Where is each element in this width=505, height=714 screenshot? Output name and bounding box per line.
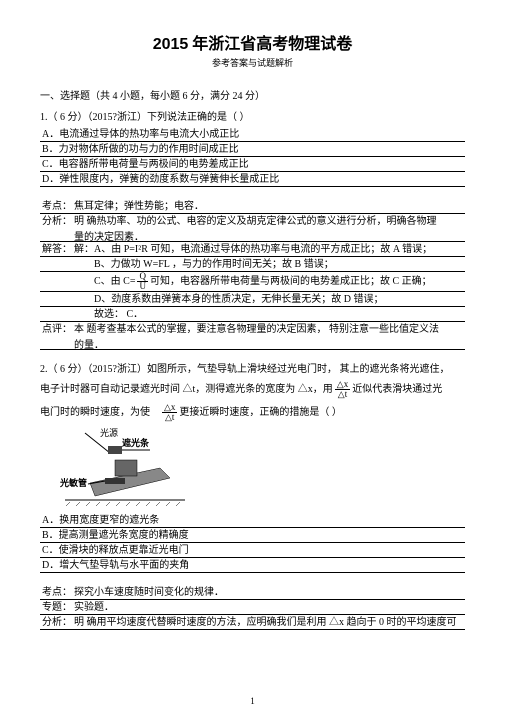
kaodian-label: 考点： [42,200,74,214]
q1-jieda-l1: 解：A、由 P=I²R 可知，电流通过导体的热功率与电流的平方成正比；故 A 错… [74,244,432,255]
dianping-label: 点评： [42,322,74,338]
title-rest: 年浙江省高考物理试卷 [188,36,352,53]
q2-header-line3: 电门时的瞬时速度，为使 △x△t更接近瞬时速度，正确的措施是（ ） [40,403,465,422]
kaodian-label-2: 考点： [42,586,74,600]
q2-kaodian-row: 考点：探究小车速度随时间变化的规律． [40,586,465,600]
q1-jieda-row2: B、力做功 W=FL ，与力的作用时间无关；故 B 错误； [40,258,465,272]
title-year: 2015 [153,36,189,53]
q2-fenxi-text: 明 确用平均速度代替瞬时速度的方法，应明确我们是利用 △x 趋向于 0 时的平均… [74,617,457,628]
q2-fenxi-row: 分析：明 确用平均速度代替瞬时速度的方法，应明确我们是利用 △x 趋向于 0 时… [40,616,465,630]
q2-kaodian-text: 探究小车速度随时间变化的规律． [74,587,224,598]
fraction-dx-dt-2: △x△t [162,403,177,422]
q1-header: 1.（ 6 分）（2015?浙江）下列说法正确的是（ ） [40,110,465,126]
q1-fenxi-row: 分析：明 确热功率、功的公式、电容的定义及胡克定律公式的意义进行分析，明确各物理… [40,214,465,242]
section-header: 一、选择题（共 4 小题，每小题 6 分，满分 24 分） [40,87,465,102]
svg-text:遮光条: 遮光条 [122,437,150,448]
svg-text:光源: 光源 [100,428,118,438]
q2-header-line1: 2.（ 6 分）（2015?浙江）如图所示，气垫导轨上滑块经过光电门时， 其上的… [40,362,465,378]
page-title: 2015 年浙江省高考物理试卷 [40,30,465,54]
apparatus-figure: 光源 遮光条 光敏管 [60,428,190,508]
q1-jieda-row1: 解答：解：A、由 P=I²R 可知，电流通过导体的热功率与电流的平方成正比；故 … [40,243,465,257]
q1-jieda-row4: D、劲度系数由弹簧本身的性质决定，无伸长量无关；故 D 错误； [40,293,465,307]
fenxi-label: 分析： [42,214,74,230]
q1-jieda-l3b: 可知，电容器所带电荷量与两极间的电势差成正比；故 C 正确； [150,276,432,287]
q1-fenxi-text: 明 确热功率、功的公式、电容的定义及胡克定律公式的意义进行分析，明确各物理量的决… [74,214,444,246]
q1-option-d: D．弹性限度内，弹簧的劲度系数与弹簧伸长量成正比 [40,173,465,187]
fraction-qu: QU [137,272,148,291]
q2-option-c: C．使滑块的释放点更靠近光电门 [40,544,465,558]
q2-zhuanti-row: 专题：实验题． [40,601,465,615]
q1-option-c: C．电容器所带电荷量与两极间的电势差成正比 [40,158,465,172]
q1-dianping-row: 点评：本 题考查基本公式的掌握，要注意各物理量的决定因素， 特别注意一些比值定义… [40,322,465,350]
q1-option-b: B．力对物体所做的功与力的作用时间成正比 [40,143,465,157]
jieda-label: 解答： [42,243,74,257]
q2-option-d: D．增大气垫导轨与水平面的夹角 [40,559,465,573]
q1-jieda-row5: 故选： C． [40,308,465,322]
q1-dianping-text: 本 题考查基本公式的掌握，要注意各物理量的决定因素， 特别注意一些比值定义法的量… [74,322,444,354]
page-number: 1 [0,696,505,706]
svg-text:光敏管: 光敏管 [60,477,87,488]
q1-kaodian-row: 考点：焦耳定律；弹性势能；电容． [40,200,465,214]
q2-header-line2: 电子计时器可自动记录遮光时间 △t，测得遮光条的宽度为 △x，用△x△t近似代表… [40,380,465,399]
fenxi-label-2: 分析： [42,616,74,630]
q1-jieda-row3: C、由 C=QU可知，电容器所带电荷量与两极间的电势差成正比；故 C 正确； [40,272,465,292]
fraction-dx-dt-1: △x△t [335,380,350,399]
q1-option-a: A．电流通过导体的热功率与电流大小成正比 [40,128,465,142]
q2-zhuanti-text: 实验题． [74,602,114,613]
q2-option-a: A．换用宽度更窄的遮光条 [40,514,465,528]
subtitle: 参考答案与试题解析 [40,56,465,69]
zhuanti-label: 专题： [42,601,74,615]
q1-jieda-l3a: C、由 C= [94,276,135,287]
q2-option-b: B．提高测量遮光条宽度的精确度 [40,529,465,543]
q1-kaodian-text: 焦耳定律；弹性势能；电容． [74,201,204,212]
